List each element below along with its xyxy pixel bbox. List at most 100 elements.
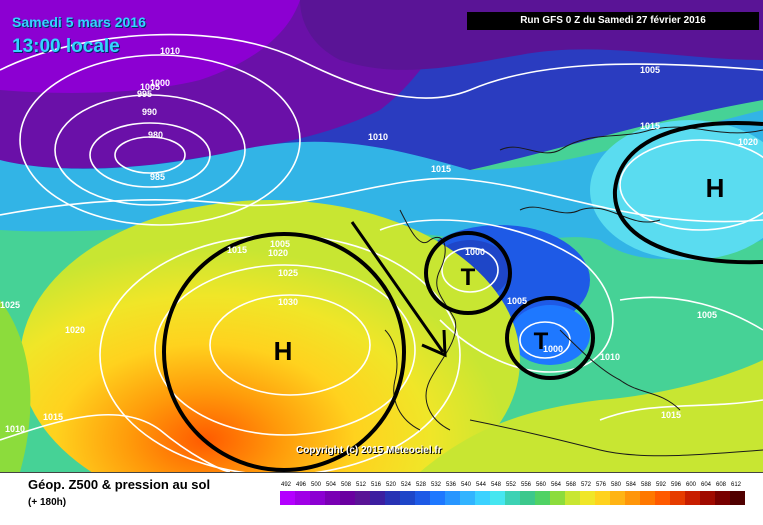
legend-swatch [280,491,295,505]
legend-scale-label: 504 [326,482,337,488]
legend-scale-label: 612 [731,482,742,488]
legend-scale-label: 548 [491,482,502,488]
legend-swatch [460,491,475,505]
legend-swatch [415,491,430,505]
isobar-label: 1020 [268,248,288,258]
legend-scale-label: 532 [431,482,442,488]
legend-swatch [325,491,340,505]
isobar-label: 1015 [43,412,63,422]
legend-swatch [445,491,460,505]
isobar-label: 1000 [150,78,170,88]
copyright-text: Copyright (c) 2015 Meteociel.fr [296,445,442,456]
isobar-label: 1005 [270,239,290,249]
legend-scale-label: 556 [521,482,532,488]
isobar-label: 1005 [140,82,160,92]
legend-scale-label: 544 [476,482,487,488]
legend-swatch [670,491,685,505]
low-circle-italy [505,296,595,380]
legend-scale-label: 568 [566,482,577,488]
isobar-label: 1000 [543,344,563,354]
low-circle-france [424,231,512,315]
legend-swatch [580,491,595,505]
legend-color-scale: 492 496 500 504 508 512 516 520 524 528 532 536 540 5… [280,481,750,521]
legend-scale-label: 524 [401,482,412,488]
legend-scale-label: 608 [716,482,727,488]
legend-scale-label: 584 [626,482,637,488]
forecast-date: Samedi 5 mars 2016 [12,14,146,30]
legend-scale-label: 492 [281,482,292,488]
isobars [0,33,763,472]
legend-scale-label: 512 [356,482,367,488]
legend-swatch [505,491,520,505]
legend-scale-label: 496 [296,482,307,488]
legend-swatch [355,491,370,505]
coastlines [384,126,763,457]
legend-title: Géop. Z500 & pression au sol [28,477,211,492]
legend-scale-label: 592 [656,482,667,488]
forecast-time: 13:00 locale [12,36,120,57]
legend-swatch [535,491,550,505]
legend-scale-label: 588 [641,482,652,488]
south-east-field [420,360,763,472]
high-center-label: H [274,336,293,366]
weather-map: H H T T 1010 1005 1000 995 990 980 985 1010 1015… [0,0,763,472]
annotation-circles [162,121,763,472]
legend-swatch [625,491,640,505]
legend-swatch [400,491,415,505]
legend-swatch [385,491,400,505]
isobar-label: 1000 [465,247,485,257]
low-core-field [0,0,300,93]
legend-scale-label: 536 [446,482,457,488]
legend-scale-label: 528 [416,482,427,488]
isobar-label: 990 [142,107,157,117]
legend-scale-label: 560 [536,482,547,488]
legend-swatch [370,491,385,505]
legend-swatch [610,491,625,505]
legend-swatch [565,491,580,505]
legend-swatch [550,491,565,505]
legend-scale-label: 552 [506,482,517,488]
isobar-label: 1010 [160,46,180,56]
isobar-label: 1020 [738,137,758,147]
legend-scale-label: 572 [581,482,592,488]
isobar-label: 1025 [0,300,20,310]
legend-scale-label: 540 [461,482,472,488]
legend-swatch [730,491,745,505]
map-canvas: H H T T 10101005100099599098098510101015… [0,0,763,472]
isobar-label: 980 [148,130,163,140]
model-run-banner: Run GFS 0 Z du Samedi 27 février 2016 [467,12,759,30]
legend-swatch [310,491,325,505]
legend-swatch [640,491,655,505]
isobar-label: 985 [150,172,165,182]
legend-scale-label: 500 [311,482,322,488]
legend-bar: Géop. Z500 & pression au sol (+ 180h) 49… [0,472,763,525]
isobar-label: 1005 [507,296,527,306]
legend-swatch [475,491,490,505]
south-west-field [0,300,31,472]
legend-scale-label: 596 [671,482,682,488]
legend-swatch [685,491,700,505]
isobar-label: 1010 [600,352,620,362]
east-high-center-label: H [706,173,725,203]
isobar-label: 1015 [661,410,681,420]
legend-swatch [490,491,505,505]
legend-scale-label: 580 [611,482,622,488]
isobar-label: 1010 [5,424,25,434]
isobar-label: 1025 [278,268,298,278]
isobar-label: 1020 [65,325,85,335]
isobar-labels: 1010100510009959909809851010101510051015… [0,46,758,434]
italy-low-center-label: T [534,328,549,355]
legend-scale-label: 564 [551,482,562,488]
isobar-label: 1015 [640,121,660,131]
legend-swatch [295,491,310,505]
legend-swatch [430,491,445,505]
legend-swatch [340,491,355,505]
isobar-label: 1010 [368,132,388,142]
isobar-label: 995 [137,89,152,99]
legend-scale-label: 600 [686,482,697,488]
legend-scale-label: 508 [341,482,352,488]
legend-swatch [655,491,670,505]
isobar-label: 1030 [278,297,298,307]
france-low-center-label: T [461,264,476,291]
legend-swatch [520,491,535,505]
